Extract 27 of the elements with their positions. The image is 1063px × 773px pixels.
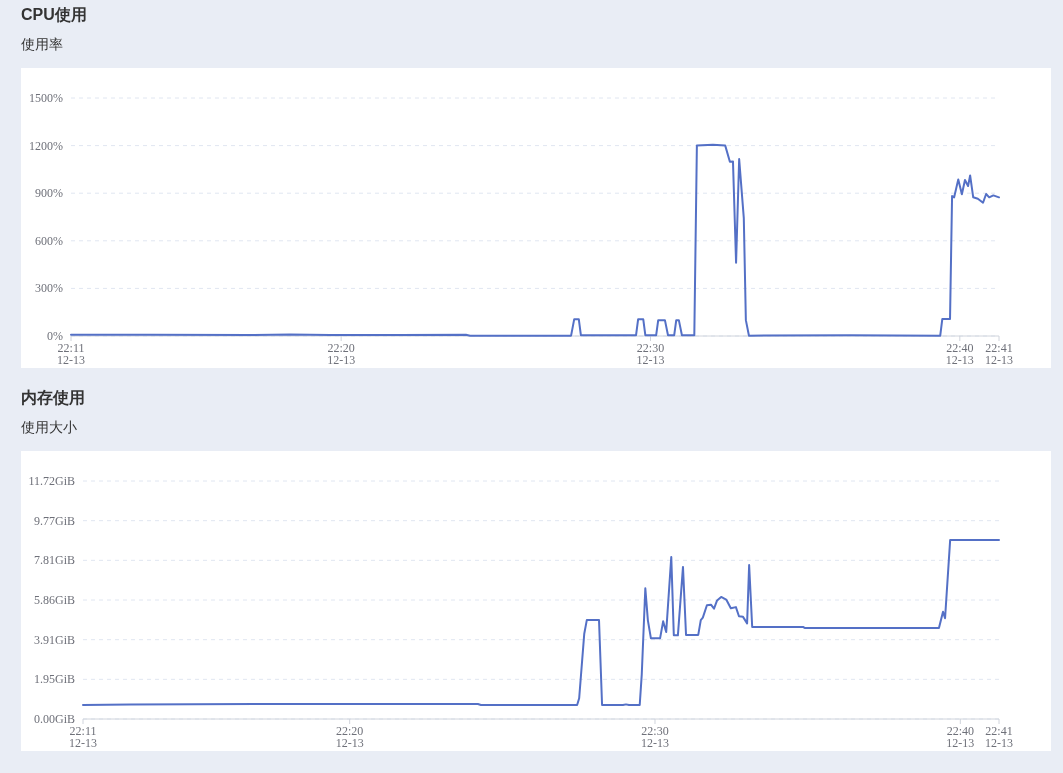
x-tick-label: 22:30 12-13 [640, 724, 669, 750]
x-tick-label: 22:20 12-13 [335, 724, 364, 750]
y-tick-label: 1.95GiB [33, 672, 75, 687]
x-tick-label: 22:11 12-13 [57, 341, 85, 367]
chart-title: CPU使用 [21, 5, 87, 25]
y-tick-label: 900% [35, 186, 63, 201]
x-tick-label: 22:20 12-13 [327, 341, 356, 367]
chart-subtitle: 使用率 [21, 36, 63, 54]
chart-subtitle: 使用大小 [21, 419, 77, 437]
y-tick-label: 7.81GiB [33, 553, 75, 568]
y-tick-label: 11.72GiB [28, 474, 75, 488]
x-tick-label: 22:41 12-13 [985, 341, 1013, 367]
y-tick-label: 3.91GiB [33, 632, 75, 647]
x-tick-label: 22:40 12-13 [945, 341, 974, 367]
y-tick-label: 300% [35, 281, 63, 296]
y-tick-label: 9.77GiB [33, 513, 75, 528]
y-tick-label: 1500% [29, 91, 63, 105]
y-tick-label: 600% [35, 233, 63, 248]
x-tick-label: 22:11 12-13 [69, 724, 97, 750]
y-tick-label: 1200% [29, 138, 63, 153]
y-tick-label: 5.86GiB [33, 593, 75, 608]
chart-title: 内存使用 [21, 388, 85, 408]
y-tick-label: 0% [47, 329, 63, 343]
x-tick-label: 22:30 12-13 [636, 341, 665, 367]
y-tick-label: 0.00GiB [33, 712, 75, 726]
x-tick-label: 22:40 12-13 [946, 724, 975, 750]
x-tick-label: 22:41 12-13 [985, 724, 1013, 750]
